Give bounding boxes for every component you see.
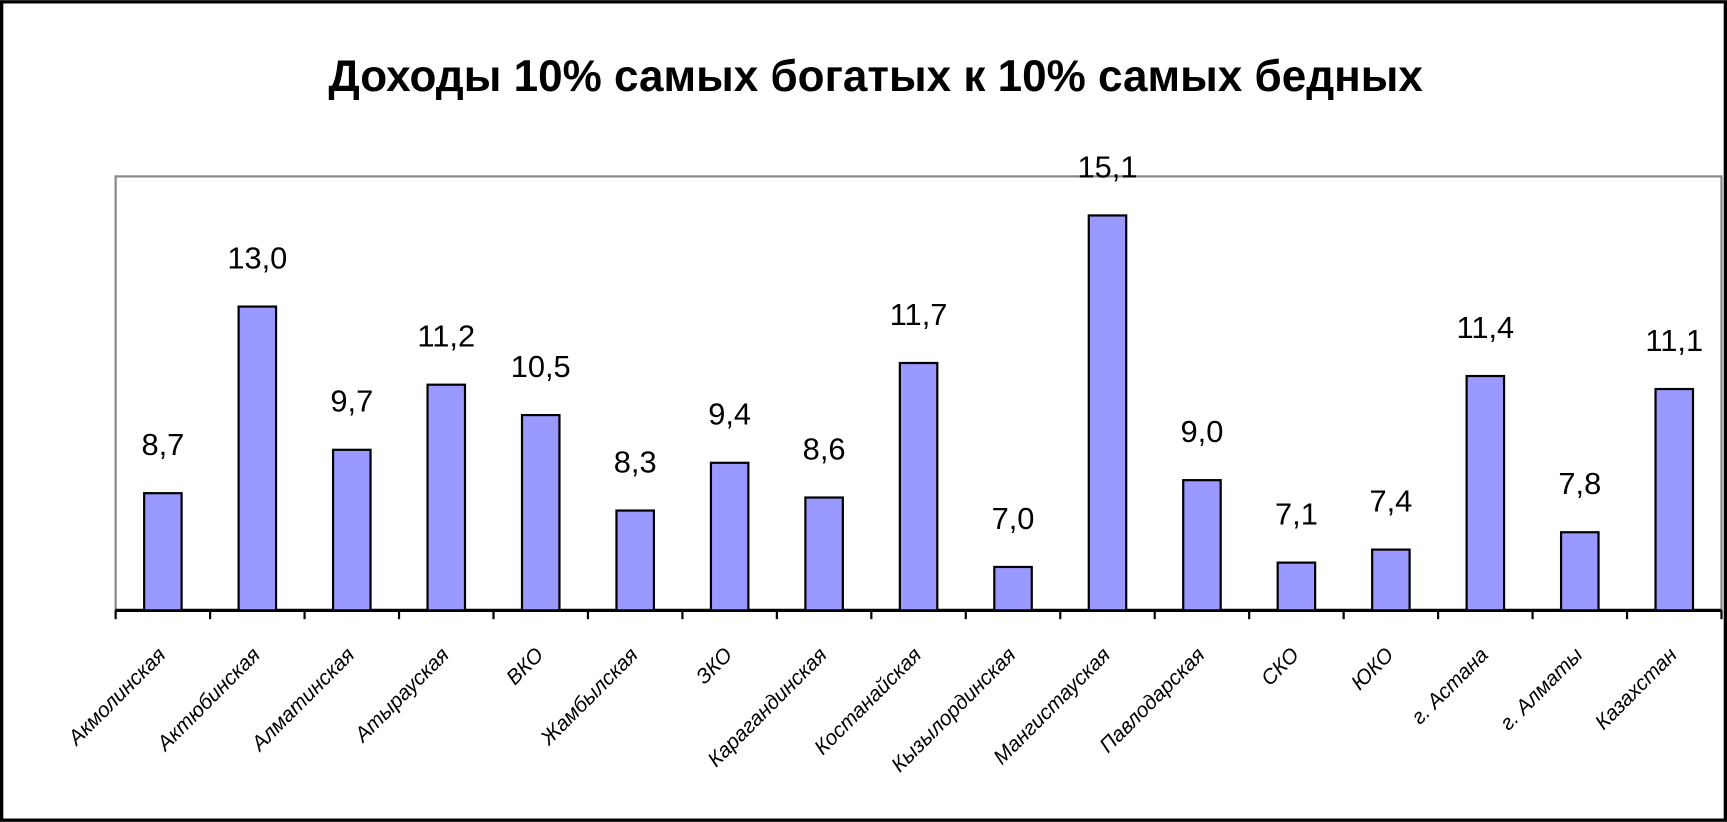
bar xyxy=(898,361,939,612)
value-label: 7,1 xyxy=(1275,497,1318,532)
bar xyxy=(1654,387,1695,612)
value-label: 11,7 xyxy=(890,297,948,332)
value-label: 9,4 xyxy=(708,397,751,432)
value-label: 11,4 xyxy=(1456,310,1514,345)
bar xyxy=(1465,374,1506,612)
bar xyxy=(615,509,656,612)
bar xyxy=(520,413,561,612)
bar xyxy=(1371,548,1411,612)
bar xyxy=(993,565,1033,612)
value-label: 11,2 xyxy=(417,319,475,354)
bar xyxy=(1276,561,1317,612)
bar xyxy=(426,383,467,612)
value-label: 7,4 xyxy=(1369,483,1412,518)
value-label: 9,0 xyxy=(1181,414,1224,449)
bar xyxy=(237,305,278,612)
value-label: 7,0 xyxy=(992,501,1035,536)
bar xyxy=(709,461,750,612)
bar xyxy=(143,492,183,612)
bar xyxy=(331,448,372,612)
value-label: 13,0 xyxy=(227,240,287,275)
value-label: 9,7 xyxy=(330,384,373,419)
bar xyxy=(1559,531,1600,612)
bar xyxy=(1087,214,1128,612)
value-label: 8,6 xyxy=(803,431,846,466)
bar xyxy=(1182,479,1222,612)
value-label: 11,1 xyxy=(1645,323,1703,358)
chart-title: Доходы 10% самых богатых к 10% самых бед… xyxy=(328,52,1423,101)
value-label: 15,1 xyxy=(1077,149,1137,184)
bar xyxy=(804,496,844,612)
value-label: 8,7 xyxy=(141,427,184,462)
value-label: 7,8 xyxy=(1558,466,1601,501)
value-label: 8,3 xyxy=(614,444,657,479)
value-label: 10,5 xyxy=(511,349,571,384)
